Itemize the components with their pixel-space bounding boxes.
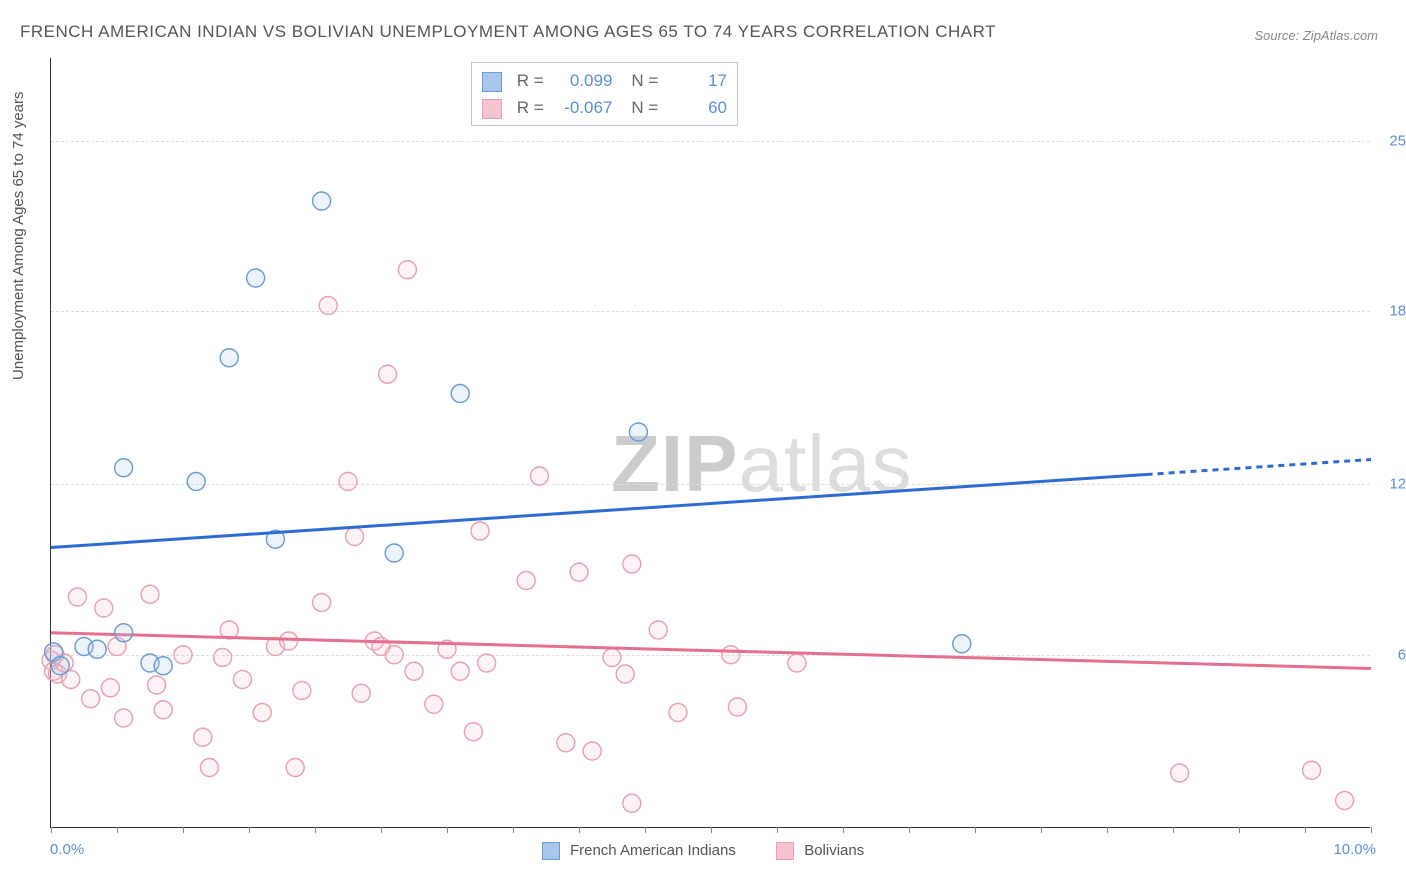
data-point	[405, 662, 423, 680]
data-point	[95, 599, 113, 617]
data-point	[649, 621, 667, 639]
y-tick-label: 25.0%	[1389, 132, 1406, 149]
data-point	[82, 690, 100, 708]
data-point	[68, 588, 86, 606]
data-point	[115, 709, 133, 727]
data-point	[728, 698, 746, 716]
data-point	[141, 585, 159, 603]
data-point	[464, 723, 482, 741]
data-point	[339, 473, 357, 491]
data-point	[722, 646, 740, 664]
data-point	[953, 635, 971, 653]
data-point	[293, 682, 311, 700]
legend-label-pink: Bolivians	[804, 842, 864, 859]
data-point	[115, 624, 133, 642]
data-point	[346, 528, 364, 546]
data-point	[629, 423, 647, 441]
data-point	[247, 269, 265, 287]
data-point	[1171, 764, 1189, 782]
data-point	[398, 261, 416, 279]
data-point	[214, 649, 232, 667]
data-point	[517, 572, 535, 590]
source-attribution: Source: ZipAtlas.com	[1254, 28, 1378, 43]
data-point	[88, 640, 106, 658]
data-point	[451, 662, 469, 680]
data-point	[623, 794, 641, 812]
data-point	[51, 657, 69, 675]
y-tick-label: 12.5%	[1389, 476, 1406, 493]
chart-title: FRENCH AMERICAN INDIAN VS BOLIVIAN UNEMP…	[20, 22, 996, 42]
data-point	[570, 563, 588, 581]
data-point	[583, 742, 601, 760]
data-point	[352, 684, 370, 702]
legend-item-blue: French American Indians	[542, 842, 736, 860]
data-point	[379, 365, 397, 383]
plot-area: ZIPatlas 6.3%12.5%18.8%25.0% R = 0.099 N…	[50, 58, 1370, 828]
data-point	[319, 297, 337, 315]
data-point	[385, 544, 403, 562]
data-point	[194, 728, 212, 746]
data-point	[603, 649, 621, 667]
legend-label-blue: French American Indians	[570, 842, 736, 859]
data-point	[154, 657, 172, 675]
series-legend: French American Indians Bolivians	[0, 842, 1406, 860]
trend-line-extrapolated	[1147, 460, 1371, 475]
legend-swatch-blue	[542, 842, 560, 860]
data-point	[1336, 792, 1354, 810]
data-point	[200, 759, 218, 777]
data-point	[478, 654, 496, 672]
data-point	[425, 695, 443, 713]
data-point	[669, 704, 687, 722]
trend-line	[51, 633, 1371, 669]
data-point	[115, 459, 133, 477]
data-point	[313, 594, 331, 612]
data-point	[233, 671, 251, 689]
data-point	[471, 522, 489, 540]
y-tick-label: 6.3%	[1398, 646, 1406, 663]
data-point	[187, 473, 205, 491]
data-point	[1303, 761, 1321, 779]
data-point	[385, 646, 403, 664]
data-point	[253, 704, 271, 722]
data-point	[451, 385, 469, 403]
data-point	[623, 555, 641, 573]
data-point	[280, 632, 298, 650]
data-point	[557, 734, 575, 752]
data-point	[286, 759, 304, 777]
legend-swatch-pink	[776, 842, 794, 860]
trend-line	[51, 474, 1147, 547]
data-point	[174, 646, 192, 664]
y-axis-label: Unemployment Among Ages 65 to 74 years	[10, 91, 27, 380]
data-point	[616, 665, 634, 683]
data-point	[788, 654, 806, 672]
legend-item-pink: Bolivians	[776, 842, 864, 860]
data-point	[220, 349, 238, 367]
data-point	[154, 701, 172, 719]
chart-container: FRENCH AMERICAN INDIAN VS BOLIVIAN UNEMP…	[0, 0, 1406, 892]
data-point	[101, 679, 119, 697]
data-point	[148, 676, 166, 694]
data-point	[530, 467, 548, 485]
y-tick-label: 18.8%	[1389, 303, 1406, 320]
chart-svg	[51, 58, 1370, 827]
data-point	[313, 192, 331, 210]
